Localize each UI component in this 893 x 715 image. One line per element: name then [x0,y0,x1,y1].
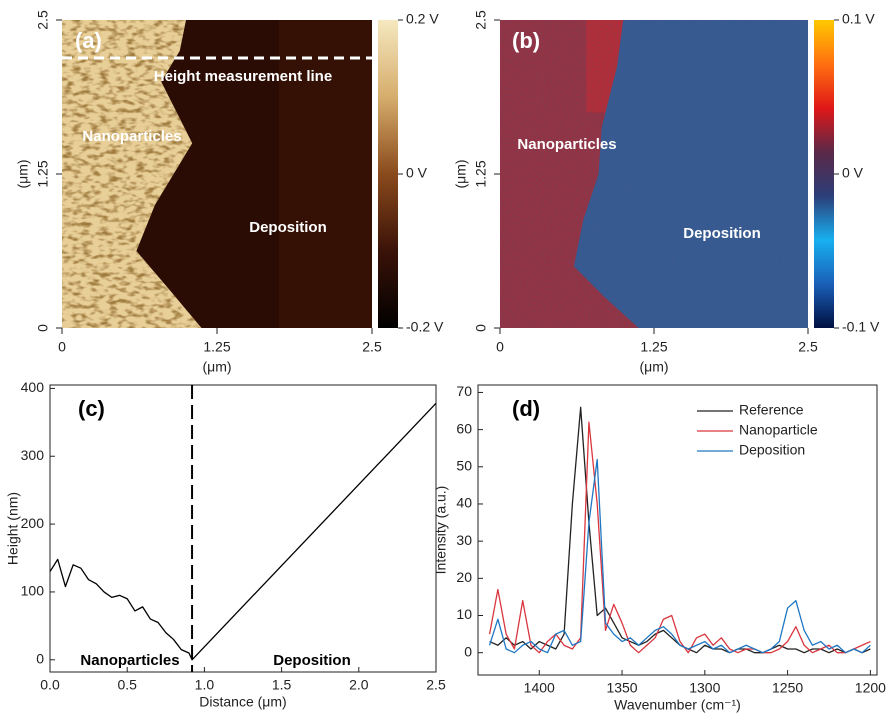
y-tick-label: 100 [21,583,45,599]
y-tick-label: 40 [456,495,472,511]
colorbar-label: 0 V [842,165,864,181]
y-tick-label: 20 [456,569,472,585]
y-tick-label: 400 [21,379,45,395]
page: 0.2 V 0 V -0.2 V 0 1.25 2.5 0 1.25 2.5 (μm) (μm) (a… [0,0,893,715]
y-tick-label: 0 [464,643,472,659]
x-tick-label: 0.5 [117,677,137,693]
y-tick-label: 1.25 [35,160,51,187]
y-tick-label: 0 [36,650,44,666]
legend-label: Nanoparticle [739,422,818,438]
legend-label: Reference [739,402,804,418]
y-tick-label: 50 [456,457,472,473]
annotation: Deposition [683,225,761,242]
y-tick-label: 2.5 [35,10,51,30]
legend-label: Deposition [739,442,805,458]
x-tick-label: 2.5 [798,339,818,355]
x-axis-label: Distance (μm) [199,694,286,710]
y-tick-label: 300 [21,447,45,463]
image-dark [279,20,372,328]
y-tick-label: 1.25 [473,160,489,187]
x-tick-label: 1350 [606,680,637,696]
spectrum-line [490,459,871,652]
y-tick-label: 0 [35,324,51,332]
annotation: Deposition [249,219,327,236]
figure: 0.2 V 0 V -0.2 V 0 1.25 2.5 0 1.25 2.5 (μm) (μm) (a… [0,0,893,715]
annotation: Height measurement line [154,68,332,85]
colorbar-label: 0.2 V [406,11,439,27]
x-tick-label: 1300 [689,680,720,696]
x-axis-label: Wavenumber (cm⁻¹) [614,697,741,713]
x-tick-label: 1200 [855,680,886,696]
annotation: Nanoparticles [82,128,181,145]
annotation: (b) [512,28,540,53]
colorbar-label: 0.1 V [842,11,875,27]
annotation: (a) [75,28,102,53]
annotation: (c) [78,396,105,421]
spectrum-line [490,422,871,653]
annotation: (d) [512,396,540,421]
annotation: Nanoparticles [517,136,616,153]
x-tick-label: 1400 [524,680,555,696]
y-tick-label: 10 [456,606,472,622]
y-axis-label: (μm) [15,159,31,188]
colorbar [378,20,398,328]
x-tick-label: 2.5 [426,677,446,693]
x-tick-label: 1.25 [203,339,230,355]
profile-line [50,403,436,659]
y-tick-label: 60 [456,420,472,436]
annotation: Nanoparticles [80,652,179,669]
x-tick-label: 1250 [772,680,803,696]
x-tick-label: 0 [58,339,66,355]
x-tick-label: 1.0 [195,677,215,693]
annotation: Deposition [273,652,351,669]
x-tick-label: 1.5 [272,677,292,693]
y-axis-label: Height (nm) [5,492,21,565]
y-tick-label: 30 [456,532,472,548]
y-tick-label: 200 [21,515,45,531]
spectrum-line [490,407,871,652]
plot-frame [50,385,436,672]
x-tick-label: 2.5 [362,339,382,355]
y-tick-label: 0 [473,324,489,332]
colorbar-label: -0.2 V [406,319,444,335]
x-tick-label: 2.0 [349,677,369,693]
x-tick-label: 0 [496,339,504,355]
y-tick-label: 70 [456,383,472,399]
noise [500,20,808,328]
colorbar-label: -0.1 V [842,319,880,335]
y-axis-label: (μm) [453,159,469,188]
y-axis-label: Intensity (a.u.) [433,486,449,575]
x-axis-label: (μm) [202,359,231,375]
x-axis-label: (μm) [639,359,668,375]
x-tick-label: 1.25 [640,339,667,355]
colorbar [814,20,834,328]
colorbar-label: 0 V [406,165,428,181]
x-tick-label: 0.0 [40,677,60,693]
y-tick-label: 2.5 [473,10,489,30]
